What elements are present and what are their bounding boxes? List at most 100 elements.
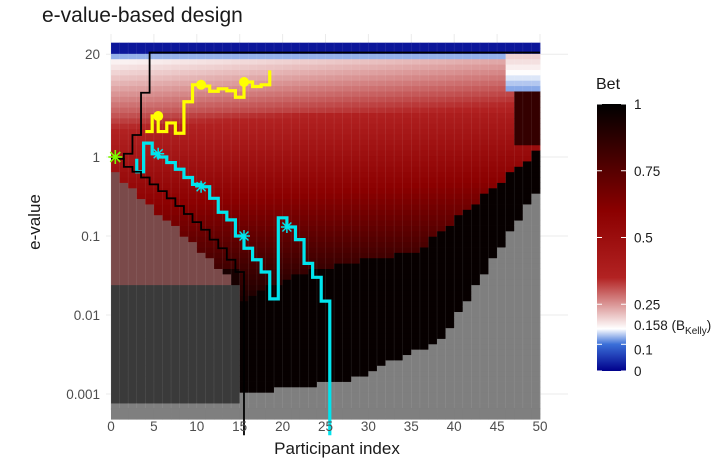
heatmap-cell bbox=[128, 193, 138, 200]
heatmap-cell bbox=[231, 58, 241, 65]
heatmap-cell bbox=[342, 370, 352, 377]
heatmap-cell bbox=[359, 58, 369, 65]
heatmap-cell bbox=[394, 139, 404, 146]
heatmap-cell bbox=[136, 338, 146, 345]
heatmap-cell bbox=[462, 360, 472, 366]
heatmap-cell bbox=[376, 349, 386, 356]
heatmap-cell bbox=[291, 48, 301, 54]
heatmap-cell bbox=[119, 236, 129, 243]
heatmap-cell bbox=[385, 311, 395, 318]
heatmap-cell bbox=[411, 64, 421, 70]
heatmap-cell bbox=[402, 403, 412, 409]
heatmap-cell bbox=[325, 279, 335, 286]
heatmap-cell bbox=[351, 349, 361, 356]
heatmap-cell bbox=[171, 327, 181, 334]
heatmap-cell bbox=[188, 284, 198, 291]
heatmap-cell bbox=[351, 177, 361, 183]
heatmap-cell bbox=[394, 333, 404, 339]
heatmap-cell bbox=[256, 134, 266, 140]
heatmap-cell bbox=[479, 85, 489, 92]
heatmap-cell bbox=[359, 53, 369, 60]
heatmap-cell bbox=[419, 42, 429, 49]
heatmap-cell bbox=[402, 263, 412, 269]
heatmap-cell bbox=[265, 204, 275, 210]
heatmap-cell bbox=[308, 53, 318, 60]
heatmap-cell bbox=[514, 182, 524, 189]
heatmap-cell bbox=[342, 311, 352, 318]
heatmap-cell bbox=[359, 290, 369, 296]
heatmap-cell bbox=[514, 204, 524, 210]
heatmap-cell bbox=[325, 166, 335, 173]
heatmap-cell bbox=[171, 322, 181, 329]
heatmap-cell bbox=[428, 85, 438, 92]
heatmap-cell bbox=[282, 247, 292, 253]
heatmap-cell bbox=[359, 247, 369, 253]
heatmap-cell bbox=[188, 139, 198, 146]
heatmap-cell bbox=[162, 316, 172, 323]
heatmap-cell bbox=[299, 80, 309, 87]
heatmap-cell bbox=[222, 134, 232, 140]
heatmap-cell bbox=[265, 230, 275, 237]
heatmap-cell bbox=[419, 236, 429, 243]
heatmap-cell bbox=[531, 392, 541, 399]
heatmap-cell bbox=[462, 150, 472, 157]
heatmap-cell bbox=[376, 96, 386, 103]
heatmap-cell bbox=[445, 241, 455, 248]
heatmap-cell bbox=[411, 370, 421, 377]
heatmap-cell bbox=[188, 381, 198, 388]
heatmap-cell bbox=[359, 85, 369, 92]
heatmap-cell bbox=[188, 230, 198, 237]
heatmap-cell bbox=[479, 290, 489, 296]
heatmap-cell bbox=[368, 338, 378, 345]
heatmap-cell bbox=[479, 386, 489, 393]
heatmap-cell bbox=[265, 182, 275, 189]
heatmap-cell bbox=[437, 187, 447, 194]
heatmap-cell bbox=[342, 182, 352, 189]
heatmap-cell bbox=[445, 198, 455, 205]
heatmap-cell bbox=[316, 107, 326, 113]
heatmap-cell bbox=[471, 333, 481, 339]
heatmap-cell bbox=[111, 187, 120, 194]
heatmap-cell bbox=[497, 413, 507, 420]
heatmap-cell bbox=[505, 338, 515, 345]
legend-tick-label: 0.75 bbox=[634, 164, 660, 179]
heatmap-cell bbox=[222, 311, 232, 318]
heatmap-cell bbox=[316, 376, 326, 382]
heatmap-cell bbox=[334, 187, 344, 194]
heatmap-cell bbox=[454, 128, 464, 135]
heatmap-cell bbox=[488, 220, 498, 226]
heatmap-cell bbox=[213, 300, 223, 307]
heatmap-cell bbox=[359, 193, 369, 200]
heatmap-cell bbox=[136, 241, 146, 248]
heatmap-cell bbox=[162, 397, 172, 404]
heatmap-cell bbox=[514, 263, 524, 269]
heatmap-cell bbox=[454, 295, 464, 302]
heatmap-cell bbox=[454, 230, 464, 237]
heatmap-cell bbox=[145, 107, 155, 113]
heatmap-cell bbox=[222, 101, 232, 108]
heatmap-cell bbox=[531, 101, 541, 108]
heatmap-cell bbox=[428, 134, 438, 140]
heatmap-cell bbox=[505, 408, 515, 415]
heatmap-cell bbox=[368, 413, 378, 420]
heatmap-cell bbox=[256, 139, 266, 146]
heatmap-cell bbox=[128, 263, 138, 269]
heatmap-cell bbox=[462, 85, 472, 92]
heatmap-cell bbox=[248, 290, 258, 296]
heatmap-cell bbox=[145, 327, 155, 334]
heatmap-cell bbox=[248, 101, 258, 108]
heatmap-cell bbox=[188, 403, 198, 409]
heatmap-cell bbox=[145, 42, 155, 49]
heatmap-cell bbox=[445, 311, 455, 318]
heatmap-cell bbox=[514, 150, 524, 157]
heatmap-cell bbox=[128, 349, 138, 356]
heatmap-cell bbox=[471, 48, 481, 54]
heatmap-cell bbox=[231, 69, 241, 76]
heatmap-cell bbox=[531, 193, 541, 200]
heatmap-cell bbox=[471, 80, 481, 87]
heatmap-cell bbox=[188, 69, 198, 76]
heatmap-cell bbox=[402, 166, 412, 173]
heatmap-cell bbox=[454, 247, 464, 253]
heatmap-cell bbox=[522, 284, 532, 291]
heatmap-cell bbox=[205, 42, 215, 49]
